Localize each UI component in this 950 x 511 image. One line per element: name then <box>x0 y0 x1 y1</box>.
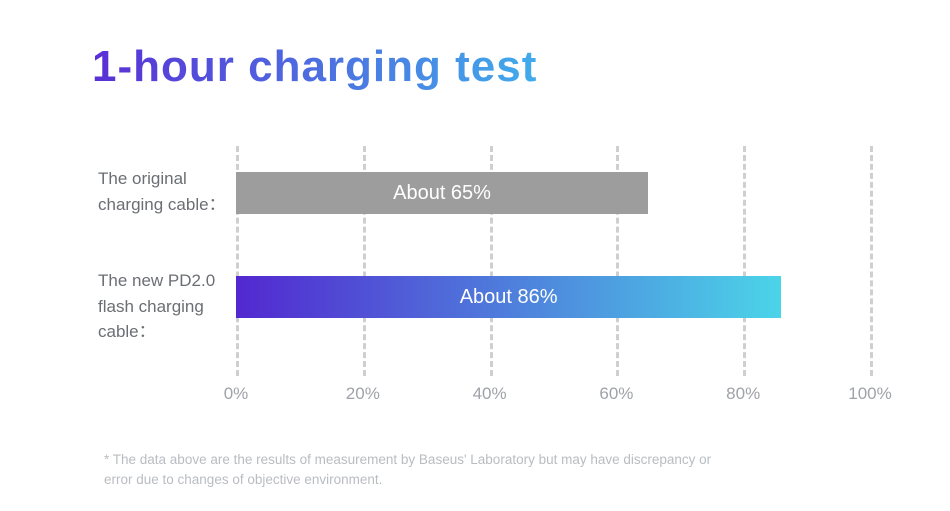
bar-label: The new PD2.0flash charging cable： <box>98 268 228 345</box>
y-labels-column: The originalcharging cable： The new PD2.0… <box>98 146 236 376</box>
footnote-line2: error due to changes of objective enviro… <box>104 472 382 487</box>
bar-label-line1: The new PD2.0 <box>98 268 228 294</box>
x-tick: 80% <box>726 384 760 404</box>
chart-wrap: The originalcharging cable： The new PD2.0… <box>98 146 870 491</box>
bar-value-text: About 65% <box>393 182 491 205</box>
x-tick: 20% <box>346 384 380 404</box>
gridline <box>743 146 746 376</box>
bar: About 65% <box>236 172 648 214</box>
chart-container: 1-hour charging test The originalchargin… <box>0 0 950 491</box>
chart-area: The originalcharging cable： The new PD2.0… <box>98 146 870 376</box>
x-tick: 100% <box>848 384 891 404</box>
footnote-line1: * The data above are the results of meas… <box>104 452 711 467</box>
bar-label-line2: flash charging cable： <box>98 294 228 345</box>
x-tick: 60% <box>599 384 633 404</box>
footnote: * The data above are the results of meas… <box>104 450 824 491</box>
bar-label: The originalcharging cable： <box>98 166 228 217</box>
x-ticks: 0%20%40%60%80%100% <box>236 384 870 424</box>
bar: About 86% <box>236 276 781 318</box>
x-tick: 0% <box>224 384 249 404</box>
bar-value-text: About 86% <box>460 286 558 309</box>
bar-label-line2: charging cable： <box>98 192 228 218</box>
bar-label-line1: The original <box>98 166 228 192</box>
chart-title: 1-hour charging test <box>92 42 870 92</box>
gridline <box>870 146 873 376</box>
plot-area: About 65% About 86% <box>236 146 870 376</box>
x-tick: 40% <box>473 384 507 404</box>
